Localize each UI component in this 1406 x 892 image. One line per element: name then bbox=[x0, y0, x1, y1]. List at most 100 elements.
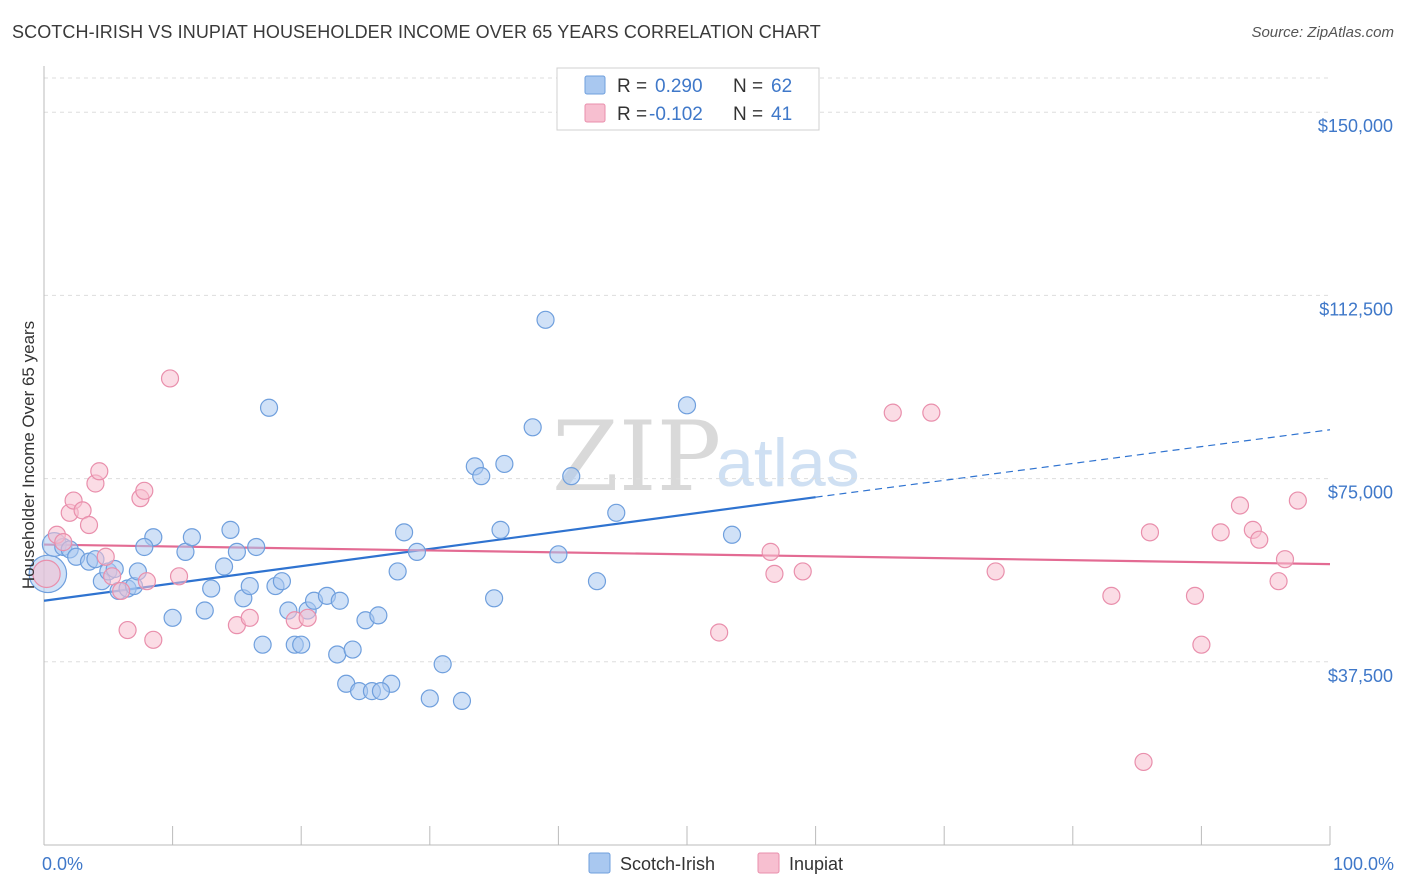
point-inupiat-17 bbox=[160, 369, 180, 388]
point-scotch-irish-61 bbox=[549, 545, 568, 564]
legend-n-label-2: N = bbox=[733, 104, 763, 125]
y-tick-label-3: $150,000 bbox=[1318, 116, 1393, 136]
point-scotch-irish-59 bbox=[536, 310, 555, 329]
legend-r-label-1: R = bbox=[617, 76, 647, 97]
point-scotch-irish-55 bbox=[485, 589, 504, 608]
point-scotch-irish-49 bbox=[407, 542, 427, 561]
point-inupiat-27 bbox=[883, 403, 902, 422]
legend-n-value-2: 41 bbox=[771, 104, 792, 125]
point-inupiat-41 bbox=[1134, 752, 1153, 772]
point-scotch-irish-23 bbox=[227, 542, 246, 561]
point-scotch-irish-18 bbox=[182, 528, 201, 547]
legend-swatch-scotch-irish bbox=[584, 75, 606, 95]
legend-r-value-2: -0.102 bbox=[649, 104, 703, 125]
point-scotch-irish-46 bbox=[371, 682, 391, 701]
point-scotch-irish-54 bbox=[472, 467, 491, 486]
point-inupiat-37 bbox=[1250, 530, 1269, 549]
point-scotch-irish-19 bbox=[195, 601, 214, 620]
legend-n-label-1: N = bbox=[733, 76, 763, 97]
point-inupiat-14 bbox=[135, 481, 154, 500]
bottom-legend: Scotch-Irish Inupiat bbox=[588, 852, 843, 874]
legend-r-value-1: 0.290 bbox=[655, 76, 703, 97]
legend-n-value-1: 62 bbox=[771, 76, 792, 97]
y-axis-label: Householder Income Over 65 years bbox=[19, 321, 38, 589]
point-scotch-irish-21 bbox=[221, 520, 240, 539]
y-tick-label-0: $37,500 bbox=[1328, 666, 1393, 686]
point-scotch-irish-16 bbox=[163, 608, 182, 627]
point-inupiat-2 bbox=[54, 533, 73, 552]
point-scotch-irish-40 bbox=[343, 640, 362, 659]
point-inupiat-40 bbox=[1288, 491, 1307, 510]
point-inupiat-23 bbox=[710, 623, 729, 642]
trend-line-scotch-irish bbox=[43, 496, 816, 602]
point-scotch-irish-48 bbox=[394, 523, 414, 542]
x-tick-label-1: 100.0% bbox=[1333, 854, 1394, 874]
point-scotch-irish-64 bbox=[677, 396, 697, 415]
top-legend: R = 0.290 N = 62 R = -0.102 N = 41 bbox=[556, 67, 820, 131]
point-scotch-irish-56 bbox=[491, 520, 510, 539]
point-inupiat-24 bbox=[761, 542, 780, 561]
point-scotch-irish-51 bbox=[433, 655, 452, 674]
point-inupiat-18 bbox=[169, 567, 189, 586]
legend-swatch-inupiat bbox=[584, 103, 606, 123]
point-scotch-irish-39 bbox=[328, 645, 347, 664]
bottom-legend-label-scotch-irish: Scotch-Irish bbox=[620, 854, 715, 874]
point-inupiat-26 bbox=[793, 562, 812, 581]
data-points bbox=[28, 310, 1307, 772]
point-scotch-irish-36 bbox=[330, 591, 349, 610]
x-tick-label-0: 0.0% bbox=[42, 854, 83, 874]
y-tick-label-1: $75,000 bbox=[1328, 483, 1393, 503]
point-inupiat-10 bbox=[103, 567, 122, 586]
point-inupiat-16 bbox=[144, 630, 163, 649]
point-scotch-irish-32 bbox=[292, 635, 311, 654]
watermark-atlas: atlas bbox=[716, 425, 860, 501]
point-inupiat-35 bbox=[1230, 496, 1250, 515]
source-credit: Source: ZipAtlas.com bbox=[1251, 24, 1394, 41]
point-scotch-irish-26 bbox=[247, 537, 266, 557]
point-scotch-irish-63 bbox=[607, 503, 626, 522]
trend-line-scotch-irish-extension bbox=[815, 429, 1331, 498]
point-inupiat-9 bbox=[96, 547, 115, 566]
point-scotch-irish-57 bbox=[495, 454, 514, 474]
bottom-legend-swatch-scotch-irish bbox=[588, 852, 611, 874]
bottom-legend-label-inupiat: Inupiat bbox=[789, 854, 843, 874]
point-scotch-irish-42 bbox=[369, 606, 388, 625]
point-scotch-irish-14 bbox=[135, 537, 154, 557]
point-inupiat-38 bbox=[1269, 572, 1288, 591]
point-scotch-irish-22 bbox=[214, 557, 234, 576]
point-inupiat-33 bbox=[1192, 635, 1211, 654]
point-inupiat-11 bbox=[112, 581, 131, 601]
point-inupiat-28 bbox=[922, 403, 941, 422]
point-scotch-irish-37 bbox=[259, 398, 279, 417]
point-inupiat-29 bbox=[986, 562, 1005, 581]
point-inupiat-6 bbox=[79, 515, 99, 535]
chart-title: SCOTCH-IRISH VS INUPIAT HOUSEHOLDER INCO… bbox=[12, 22, 821, 42]
point-inupiat-32 bbox=[1185, 586, 1205, 605]
point-scotch-irish-27 bbox=[253, 635, 272, 654]
point-scotch-irish-52 bbox=[452, 691, 472, 710]
watermark-zip: ZIP bbox=[552, 401, 721, 513]
legend-r-label-2: R = bbox=[617, 104, 647, 125]
point-inupiat-8 bbox=[90, 462, 109, 481]
point-scotch-irish-25 bbox=[240, 576, 259, 596]
point-inupiat-15 bbox=[137, 572, 156, 591]
point-inupiat-22 bbox=[298, 608, 317, 627]
axes: $37,500 $75,000 $112,500 $150,000 0.0% 100.0% bbox=[42, 66, 1394, 874]
point-scotch-irish-62 bbox=[587, 572, 607, 591]
point-scotch-irish-29 bbox=[272, 572, 292, 591]
point-inupiat-39 bbox=[1275, 550, 1295, 569]
point-scotch-irish-65 bbox=[722, 525, 742, 544]
point-inupiat-12 bbox=[118, 620, 137, 640]
y-tick-label-2: $112,500 bbox=[1319, 299, 1393, 319]
point-scotch-irish-47 bbox=[388, 562, 407, 581]
point-inupiat-20 bbox=[240, 608, 259, 627]
point-scotch-irish-50 bbox=[420, 689, 439, 708]
point-scotch-irish-58 bbox=[523, 418, 542, 437]
point-inupiat-25 bbox=[765, 564, 784, 583]
bottom-legend-swatch-inupiat bbox=[757, 852, 780, 874]
point-inupiat-34 bbox=[1211, 523, 1230, 542]
point-inupiat-31 bbox=[1140, 523, 1160, 542]
point-inupiat-0 bbox=[32, 559, 61, 589]
point-scotch-irish-60 bbox=[562, 467, 581, 486]
